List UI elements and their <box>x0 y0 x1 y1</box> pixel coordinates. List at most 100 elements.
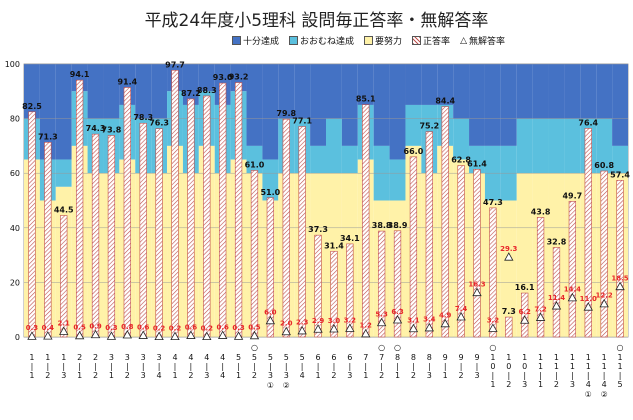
band-effort <box>500 200 517 337</box>
data-label-noanswer: 7.4 <box>455 305 468 313</box>
data-label-noanswer: 0.2 <box>169 324 182 332</box>
band-full <box>516 64 533 119</box>
marker-noanswer <box>186 330 196 339</box>
band-full <box>453 64 470 119</box>
x-tick-char: 3 <box>474 371 479 380</box>
x-tick-char: 4 <box>586 380 591 389</box>
x-tick-char: 3 <box>570 380 575 389</box>
x-tick-label: 4|4 <box>220 353 225 380</box>
legend-swatch-mostly <box>289 36 299 45</box>
band-full <box>246 64 263 146</box>
band-full <box>71 64 88 92</box>
bar-correct <box>107 135 116 338</box>
x-tick-char: 6 <box>347 353 352 362</box>
x-tick-char: 2 <box>125 371 130 380</box>
x-tick-char: 2 <box>93 371 98 380</box>
band-mostly <box>596 118 613 174</box>
x-tick-char: | <box>205 362 208 371</box>
legend-label-noanswer: 無解答率 <box>468 37 505 47</box>
bar-correct <box>457 165 465 338</box>
category-circle-mark: ○ <box>251 343 258 352</box>
x-tick-sub: ① <box>585 390 592 399</box>
x-tick-char: | <box>158 362 161 371</box>
data-label-correct: 88.3 <box>197 86 217 95</box>
x-tick-char: | <box>269 362 272 371</box>
band-full <box>357 64 374 105</box>
x-tick-label: 5|3② <box>283 353 290 390</box>
x-tick-char: | <box>444 362 447 371</box>
legend-item-mostly: おおむね達成 <box>289 34 354 47</box>
x-tick-label: 8|1 <box>395 353 400 380</box>
x-tick-char: | <box>31 362 34 371</box>
data-label-noanswer: 3.0 <box>328 317 341 325</box>
bar-correct <box>568 201 577 338</box>
band-full <box>596 64 613 119</box>
x-tick-label: 3|4 <box>157 353 162 380</box>
band-full <box>421 64 438 105</box>
legend-swatch-full <box>232 36 241 45</box>
bar-correct <box>234 82 243 338</box>
data-label-correct: 66.0 <box>404 147 424 156</box>
x-tick-char: 1 <box>586 362 591 371</box>
data-label-correct: 76.4 <box>578 118 598 127</box>
data-label-noanswer: 0.3 <box>232 324 245 332</box>
x-tick-char: 1 <box>395 371 400 380</box>
bar-correct <box>155 128 163 338</box>
marker-noanswer <box>599 298 609 308</box>
x-tick-label: 10|3 <box>522 353 527 389</box>
x-tick-sub: ① <box>267 381 274 390</box>
x-tick-char: 3 <box>347 371 352 380</box>
data-label-correct: 84.4 <box>435 97 455 106</box>
band-effort <box>516 173 533 337</box>
x-tick-char: | <box>333 362 336 371</box>
x-tick-char: 6 <box>316 353 321 362</box>
x-tick-char: 1 <box>586 353 591 362</box>
legend-item-effort: 要努力 <box>364 34 402 47</box>
x-tick-char: | <box>523 371 526 380</box>
x-tick-char: 1 <box>554 353 559 362</box>
bar-correct <box>377 230 386 338</box>
marker-noanswer <box>520 315 530 324</box>
x-tick-char: 8 <box>411 353 416 362</box>
bar-correct <box>441 106 449 338</box>
x-tick-char: 2 <box>93 353 98 362</box>
data-label-correct: 76.3 <box>149 119 169 128</box>
bar-correct <box>75 79 84 338</box>
data-label-noanswer: 14.4 <box>564 286 581 294</box>
legend-swatch-effort <box>364 36 374 45</box>
band-full <box>119 64 136 105</box>
x-tick-char: | <box>364 362 367 371</box>
x-tick-char: 1 <box>538 380 543 389</box>
band-mostly <box>532 118 549 174</box>
marker-noanswer <box>535 312 546 321</box>
x-tick-sub: ② <box>601 390 608 399</box>
marker-noanswer <box>583 302 593 311</box>
x-tick-label: 6|1 <box>316 353 321 380</box>
x-tick-char: | <box>190 362 193 371</box>
legend-swatch-correct <box>412 36 422 45</box>
x-tick-char: | <box>571 371 574 380</box>
data-label-noanswer: 11.4 <box>548 294 565 302</box>
data-label-noanswer: 0.5 <box>73 324 86 332</box>
data-label-noanswer: 2.3 <box>296 319 309 327</box>
data-label-noanswer: 0.3 <box>26 324 39 332</box>
x-tick-char: 1 <box>236 371 241 380</box>
data-label-correct: 47.3 <box>483 198 503 207</box>
bar-correct <box>409 156 418 338</box>
marker-noanswer <box>488 323 498 332</box>
data-label-correct: 97.7 <box>165 60 185 69</box>
x-tick-char: 3 <box>427 371 432 380</box>
x-tick-char: 2 <box>379 371 384 380</box>
marker-noanswer <box>504 252 514 261</box>
band-full <box>182 64 199 105</box>
band-full <box>469 64 485 146</box>
bar-correct <box>28 111 36 338</box>
data-label-noanswer: 0.6 <box>185 323 198 331</box>
data-label-noanswer: 0.3 <box>105 324 118 332</box>
bar-correct <box>187 98 195 338</box>
data-label-noanswer: 7.2 <box>534 305 547 313</box>
y-tick-label: 0 <box>15 333 20 342</box>
data-label-correct: 51.0 <box>260 188 280 197</box>
